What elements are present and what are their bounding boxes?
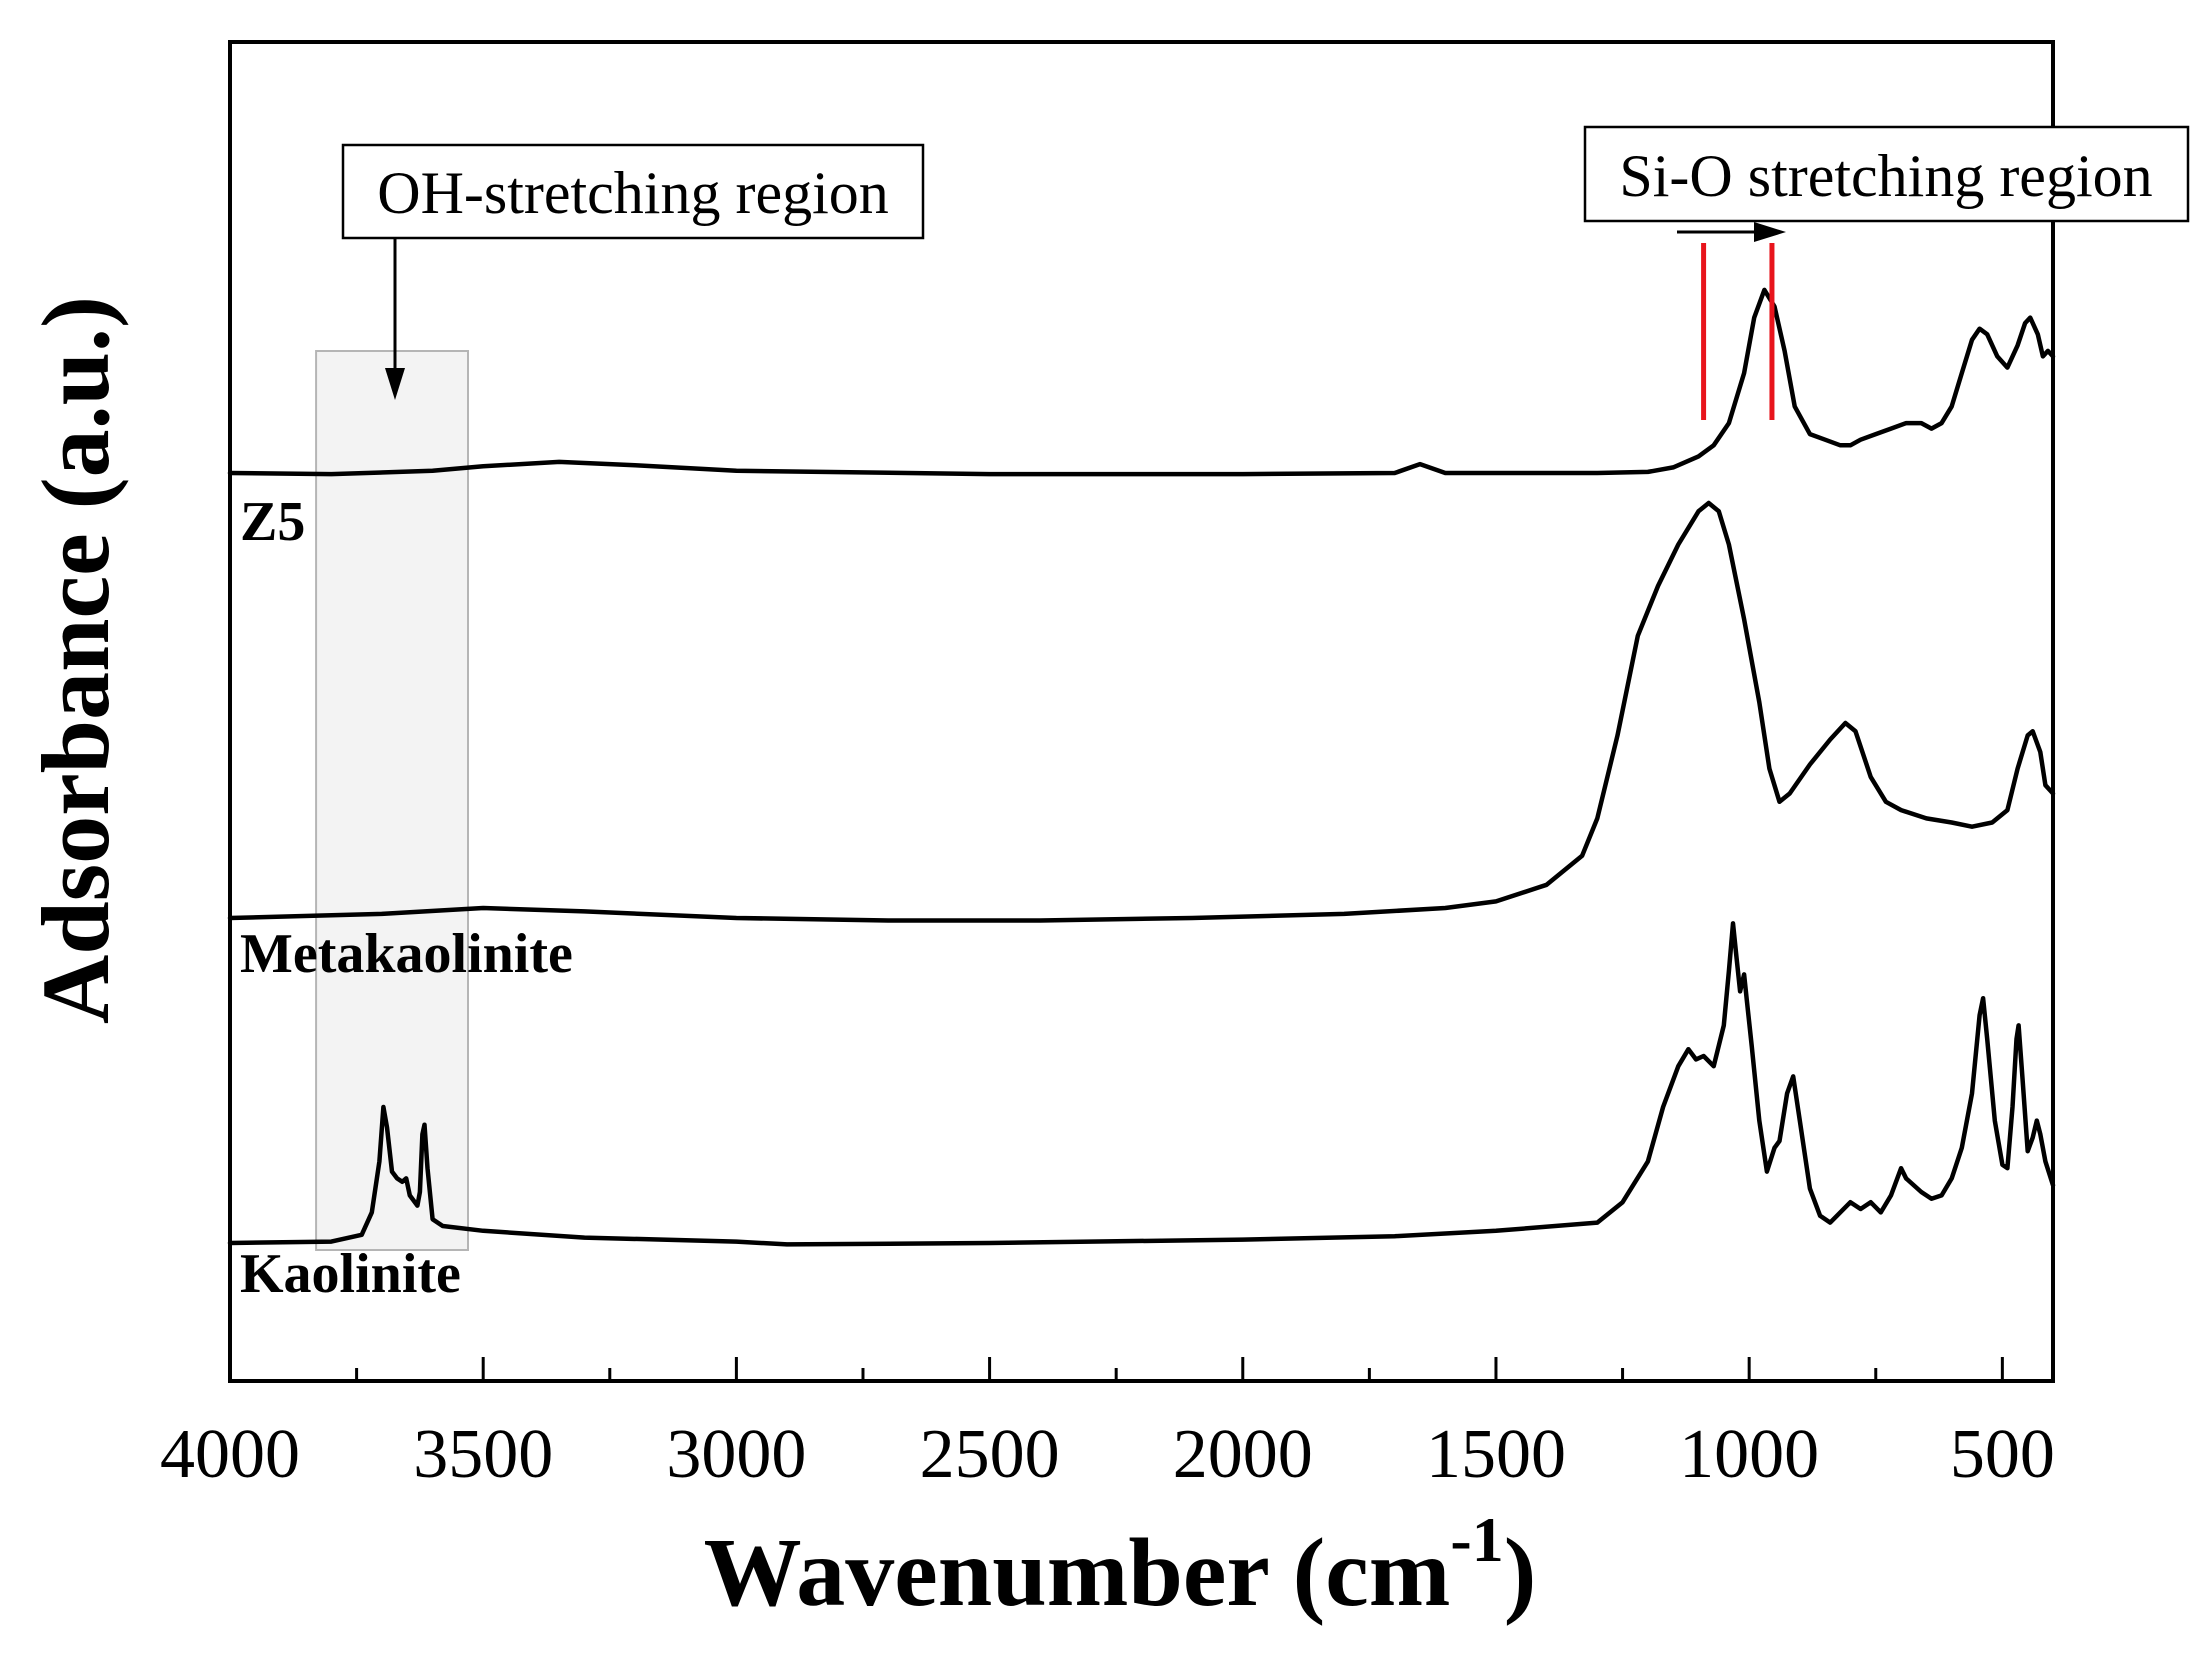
x-tick-label: 1000 <box>1679 1416 1819 1493</box>
series-label-kaolinite: Kaolinite <box>240 1243 461 1305</box>
x-axis-title-main: Wavenumber (cm <box>704 1519 1451 1627</box>
plot-frame <box>228 40 2055 1383</box>
x-tick-label: 500 <box>1950 1416 2055 1493</box>
sio-annotation-arrow-head <box>1754 222 1786 242</box>
oh-annotation-text: OH-stretching region <box>377 160 889 226</box>
oh-annotation-arrow-head <box>385 368 405 400</box>
x-tick-label: 3000 <box>666 1416 806 1493</box>
x-axis-title-superscript: -1 <box>1450 1504 1503 1575</box>
series-line-metakaolinite <box>227 500 2056 923</box>
series-line-kaolinite <box>227 921 2056 1247</box>
series-label-z5: Z5 <box>240 491 305 553</box>
x-tick-label: 3500 <box>413 1416 553 1493</box>
x-tick-label: 2000 <box>1173 1416 1313 1493</box>
series-label-metakaolinite: Metakaolinite <box>240 923 573 985</box>
sio-annotation-box <box>1583 125 2190 223</box>
oh-stretching-shaded-region <box>315 350 470 1251</box>
x-tick-labels: 4000 3500 3000 2500 2000 1500 1000 500 <box>160 1416 2055 1493</box>
x-axis-title: Wavenumber (cm-1) <box>704 1504 1537 1627</box>
x-axis-ticks <box>228 1357 2004 1381</box>
x-tick-label: 4000 <box>160 1416 300 1493</box>
x-tick-label: 2500 <box>920 1416 1060 1493</box>
sio-annotation-text: Si-O stretching region <box>1619 143 2152 209</box>
series-line-z5 <box>227 287 2056 477</box>
x-tick-label: 1500 <box>1426 1416 1566 1493</box>
y-axis-title: Adsorbance (a.u.) <box>22 296 129 1024</box>
x-axis-title-close: ) <box>1504 1519 1537 1627</box>
oh-annotation-box <box>341 143 925 240</box>
